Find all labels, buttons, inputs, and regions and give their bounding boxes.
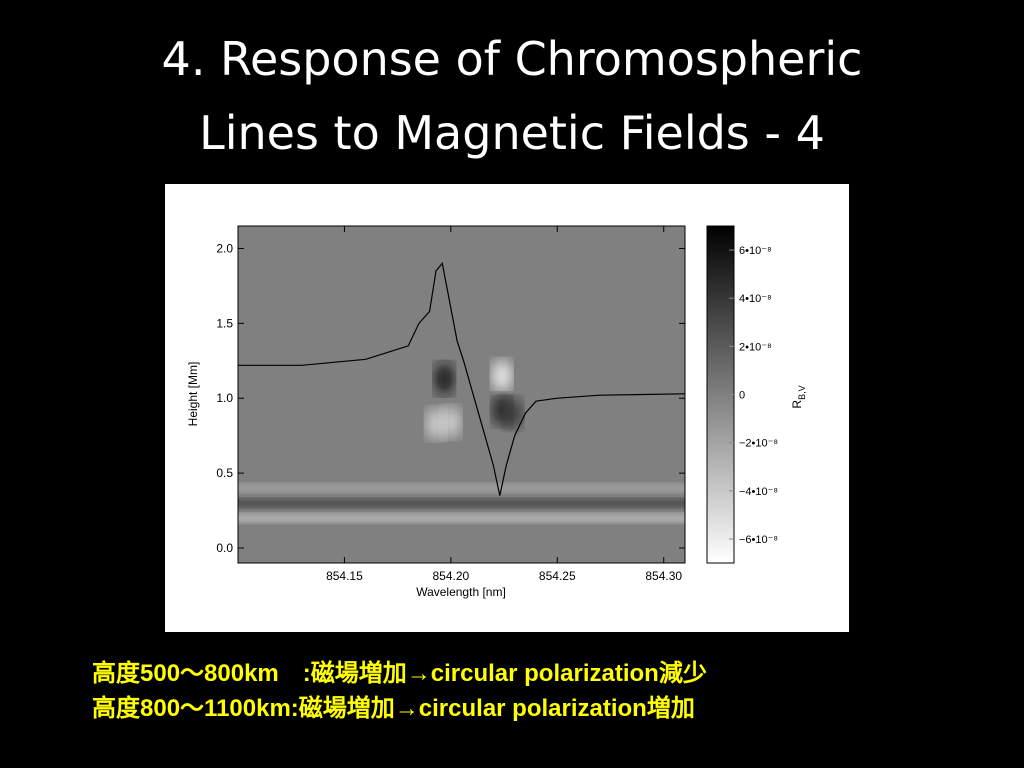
y-axis-label: Height [Mm]	[186, 362, 200, 427]
slide-title: 4. Response of Chromospheric Lines to Ma…	[0, 22, 1024, 170]
slide-title-line-1: 4. Response of Chromospheric	[161, 32, 863, 86]
colorbar-tick-label: 6•10⁻⁸	[739, 245, 772, 257]
caption: 高度500～800km :磁場増加→circular polarization減…	[92, 656, 707, 726]
colorbar-tick-label: −2•10⁻⁸	[739, 438, 778, 450]
figure-panel: 854.15 854.20 854.25 854.30 0.0 0.5 1.0 1.5 2.0…	[165, 184, 849, 632]
y-tick-label: 0.0	[216, 541, 233, 555]
y-tick-label: 1.5	[216, 316, 233, 330]
x-tick-label: 854.25	[539, 569, 576, 583]
heatmap-blob	[502, 397, 523, 430]
x-axis: 854.15 854.20 854.25 854.30	[326, 226, 682, 583]
slide-title-line-2: Lines to Magnetic Fields - 4	[199, 106, 825, 160]
heatmap-blob	[440, 406, 461, 439]
x-tick-label: 854.30	[645, 569, 682, 583]
caption-line-1: 高度500～800km :磁場増加→circular polarization減…	[92, 660, 707, 687]
heatmap-blob	[491, 359, 512, 392]
y-tick-label: 2.0	[216, 241, 233, 255]
heatmap-band	[238, 498, 685, 509]
heatmap-band	[238, 483, 685, 494]
response-function-chart: 854.15 854.20 854.25 854.30 0.0 0.5 1.0 1.5 2.0…	[186, 225, 807, 599]
colorbar-tick-label: 2•10⁻⁸	[739, 341, 772, 353]
colorbar-tick-label: −6•10⁻⁸	[739, 534, 778, 546]
x-tick-label: 854.15	[326, 569, 363, 583]
colorbar-label: RB,V	[790, 385, 807, 408]
caption-line-2: 高度800～1100km:磁場増加→circular polarization増…	[92, 695, 695, 722]
heatmap-blob	[434, 362, 455, 395]
heatmap-blob	[425, 407, 446, 440]
colorbar-tick-label: 0	[739, 390, 745, 402]
y-tick-label: 0.5	[216, 466, 233, 480]
colorbar: 6•10⁻⁸ 4•10⁻⁸ 2•10⁻⁸ 0 −2•10⁻⁸ −4•10⁻⁸ −6•10⁻⁸…	[706, 225, 807, 564]
colorbar-tick-label: −4•10⁻⁸	[739, 486, 778, 498]
heatmap-band	[238, 513, 685, 524]
y-axis: 0.0 0.5 1.0 1.5 2.0	[216, 241, 685, 555]
heatmap-area	[237, 225, 686, 564]
x-tick-label: 854.20	[433, 569, 470, 583]
y-tick-label: 1.0	[216, 391, 233, 405]
colorbar-tick-label: 4•10⁻⁸	[739, 293, 772, 305]
plot-frame	[237, 225, 686, 564]
x-axis-label: Wavelength [nm]	[416, 585, 506, 599]
line-profile	[238, 262, 685, 496]
